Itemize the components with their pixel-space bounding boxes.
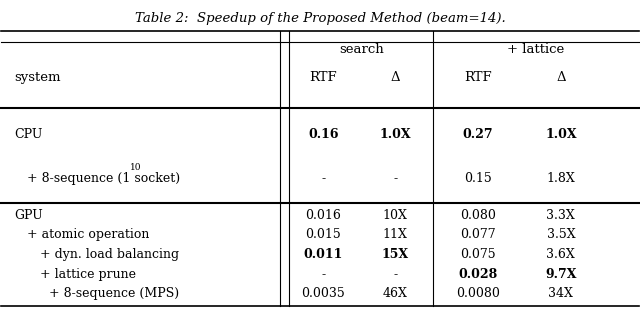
Text: RTF: RTF bbox=[309, 71, 337, 84]
Text: 9.7X: 9.7X bbox=[545, 268, 577, 281]
Text: 0.077: 0.077 bbox=[460, 228, 496, 241]
Text: 3.5X: 3.5X bbox=[547, 228, 575, 241]
Text: 0.028: 0.028 bbox=[458, 268, 498, 281]
Text: search: search bbox=[339, 43, 384, 56]
Text: -: - bbox=[321, 268, 325, 281]
Text: -: - bbox=[393, 268, 397, 281]
Text: RTF: RTF bbox=[464, 71, 492, 84]
Text: 11X: 11X bbox=[383, 228, 408, 241]
Text: + 8-sequence (MPS): + 8-sequence (MPS) bbox=[49, 287, 179, 300]
Text: 0.0080: 0.0080 bbox=[456, 287, 500, 300]
Text: -: - bbox=[321, 172, 325, 185]
Text: 0.016: 0.016 bbox=[305, 209, 341, 222]
Text: -: - bbox=[393, 172, 397, 185]
Text: GPU: GPU bbox=[14, 209, 43, 222]
Text: + dyn. load balancing: + dyn. load balancing bbox=[40, 248, 179, 261]
Text: Δ: Δ bbox=[556, 71, 566, 84]
Text: + 8-sequence (1 socket): + 8-sequence (1 socket) bbox=[27, 172, 180, 185]
Text: + lattice prune: + lattice prune bbox=[40, 268, 136, 281]
Text: 46X: 46X bbox=[383, 287, 408, 300]
Text: 10X: 10X bbox=[383, 209, 408, 222]
Text: 0.015: 0.015 bbox=[305, 228, 341, 241]
Text: 1.0X: 1.0X bbox=[380, 129, 411, 141]
Text: Table 2:  Speedup of the Proposed Method (beam=14).: Table 2: Speedup of the Proposed Method … bbox=[134, 12, 506, 25]
Text: 0.15: 0.15 bbox=[464, 172, 492, 185]
Text: + atomic operation: + atomic operation bbox=[27, 228, 149, 241]
Text: + lattice: + lattice bbox=[508, 43, 564, 56]
Text: 0.080: 0.080 bbox=[460, 209, 496, 222]
Text: 34X: 34X bbox=[548, 287, 573, 300]
Text: 0.075: 0.075 bbox=[460, 248, 496, 261]
Text: Δ: Δ bbox=[390, 71, 400, 84]
Text: 3.3X: 3.3X bbox=[547, 209, 575, 222]
Text: CPU: CPU bbox=[14, 129, 42, 141]
Text: 1.0X: 1.0X bbox=[545, 129, 577, 141]
Text: 15X: 15X bbox=[381, 248, 409, 261]
Text: 1.8X: 1.8X bbox=[547, 172, 575, 185]
Text: 0.011: 0.011 bbox=[303, 248, 343, 261]
Text: 10: 10 bbox=[130, 163, 141, 172]
Text: 0.27: 0.27 bbox=[463, 129, 493, 141]
Text: 0.16: 0.16 bbox=[308, 129, 339, 141]
Text: 3.6X: 3.6X bbox=[547, 248, 575, 261]
Text: system: system bbox=[14, 71, 61, 84]
Text: 0.0035: 0.0035 bbox=[301, 287, 345, 300]
